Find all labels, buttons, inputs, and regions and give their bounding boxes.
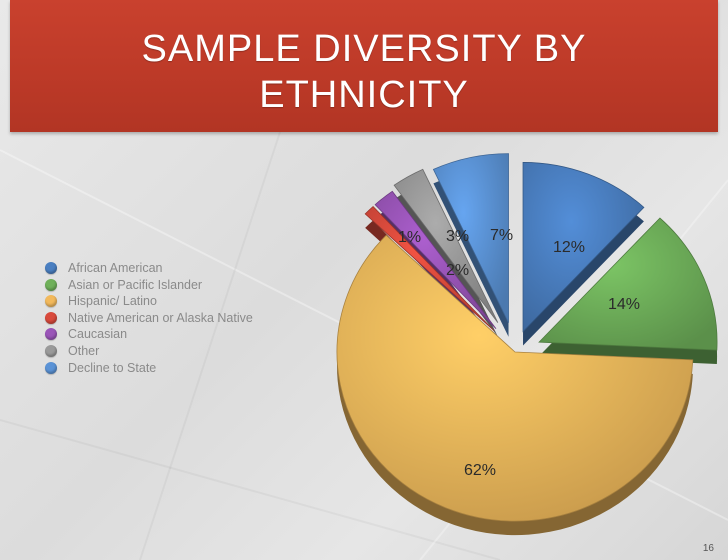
slide-title-line1: SAMPLE DIVERSITY BY [141,28,587,70]
page-number: 16 [702,543,714,554]
legend-swatch [45,278,57,291]
pie-slice-hispanic-latino [336,234,694,522]
legend-label: African American [68,261,163,275]
legend-item-native-american-or-alaska-native: Native American or Alaska Native [44,310,344,327]
data-label-native-american-or-alaska-native: 1% [398,229,421,246]
chart-legend: African American Asian or Pacific Islande… [44,260,344,376]
pie-slice-other [393,168,499,323]
legend-item-hispanic-latino: Hispanic/ Latino [44,293,344,310]
legend-item-caucasian: Caucasian [44,326,344,343]
data-label-decline-to-state: 7% [490,227,513,244]
pie-slice-decline-to-state [432,153,509,323]
legend-swatch [45,295,57,308]
legend-label: Native American or Alaska Native [68,310,253,325]
legend-item-african-american: African American [44,260,344,277]
legend-label: Asian or Pacific Islander [68,277,203,292]
data-label-african-american: 12% [553,239,585,256]
legend-label: Decline to State [68,360,157,375]
legend-swatch [45,262,57,274]
legend-item-asian-or-pacific-islander: Asian or Pacific Islander [44,277,344,294]
legend-label: Caucasian [68,327,128,342]
legend-swatch [45,344,57,357]
legend-item-decline-to-state: Decline to State [44,360,344,377]
slide-title: SAMPLE DIVERSITY BY ETHNICITY [10,26,718,118]
legend-label: Other [68,343,100,358]
data-label-asian-or-pacific-islander: 14% [608,296,640,313]
legend-item-other: Other [44,343,344,360]
title-banner: SAMPLE DIVERSITY BY ETHNICITY [10,0,718,132]
data-label-caucasian: 2% [446,262,469,279]
pie-slice-african-american [522,162,645,333]
legend-swatch [45,361,57,374]
slide-title-line2: ETHNICITY [259,74,469,116]
pie-slice-asian-or-pacific-islander [538,217,718,351]
legend-swatch [45,328,57,341]
legend-swatch [45,311,57,324]
data-label-hispanic-latino: 62% [464,462,496,479]
data-label-other: 3% [446,228,469,245]
pie-slice-native-american-or-alaska-native [364,205,495,331]
legend-label: Hispanic/ Latino [68,294,157,309]
pie-slice-caucasian [374,190,497,330]
